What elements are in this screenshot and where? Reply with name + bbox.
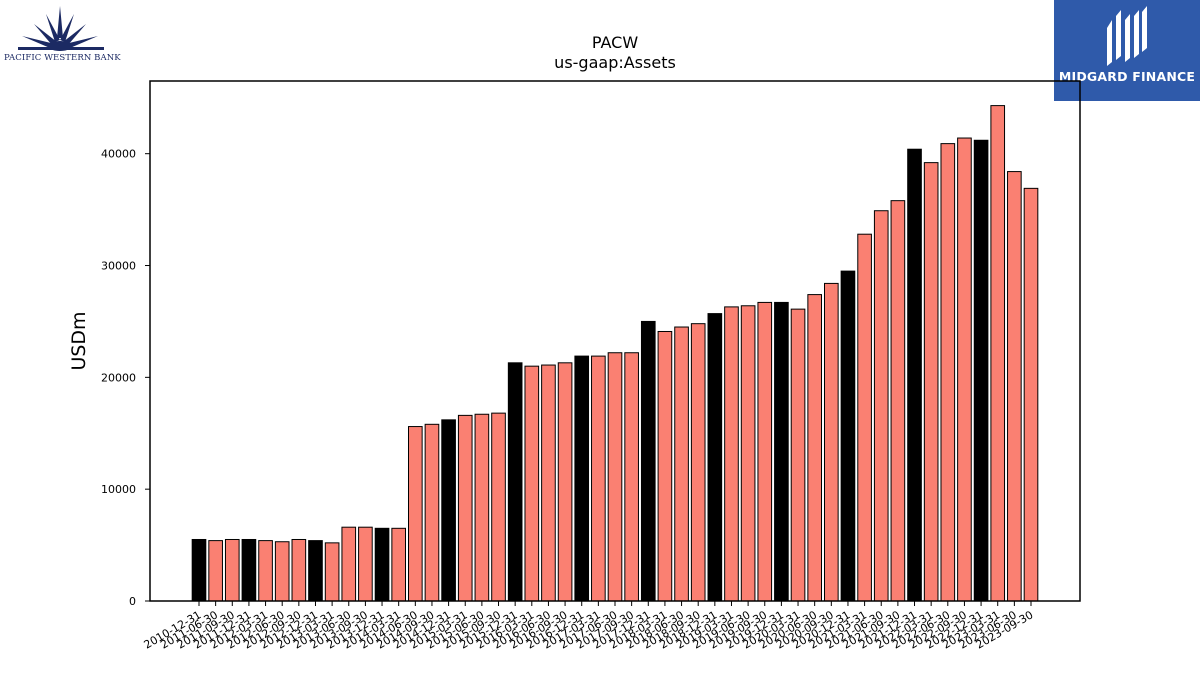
- starburst-icon: [18, 6, 104, 51]
- bar-2012-06-30: [274, 541, 290, 602]
- y-tick-label: 0: [129, 595, 136, 608]
- bar-2016-12-31: [574, 355, 590, 602]
- bar-2023-09-30: [1023, 187, 1039, 602]
- bar-2016-06-30: [541, 364, 556, 602]
- y-axis-label: USDm: [68, 311, 90, 371]
- bar-2014-12-31: [441, 419, 456, 602]
- bar-2022-12-31: [973, 139, 989, 602]
- bar-2021-12-31: [907, 148, 922, 602]
- bar-2014-03-31: [391, 527, 406, 602]
- bar-2022-06-30: [940, 143, 956, 602]
- bar-2021-06-30: [873, 210, 889, 602]
- bar-2013-12-31: [374, 527, 390, 602]
- bar-2021-09-30: [890, 200, 906, 602]
- bar-2015-09-30: [491, 412, 506, 602]
- bar-2015-12-31: [507, 362, 523, 602]
- bar-2011-12-31: [241, 538, 257, 602]
- bar-2018-06-30: [674, 326, 689, 602]
- bar-2017-06-30: [607, 352, 623, 602]
- bar-2013-03-31: [324, 542, 340, 602]
- chart-subtitle: us-gaap:Assets: [554, 53, 676, 72]
- pacific-western-bank-logo: PACIFIC WESTERN BANK: [0, 0, 125, 70]
- bar-2017-03-31: [591, 355, 606, 602]
- bar-2019-09-30: [757, 301, 773, 602]
- bar-2012-12-31: [308, 540, 323, 602]
- y-tick-label: 20000: [101, 371, 136, 384]
- bar-2020-06-30: [807, 294, 822, 602]
- y-tick-label: 40000: [101, 148, 136, 161]
- bar-2013-06-30: [341, 526, 357, 602]
- bar-2022-03-31: [923, 162, 939, 602]
- bar-2016-03-31: [524, 365, 540, 602]
- bar-2014-09-30: [424, 423, 440, 602]
- bar-2012-09-30: [291, 538, 307, 602]
- bar-2020-12-31: [840, 270, 856, 602]
- bar-2017-09-30: [624, 352, 639, 602]
- bar-2015-06-30: [474, 413, 490, 602]
- bank-name-text: PACIFIC WESTERN BANK: [4, 53, 121, 63]
- bar-2018-09-30: [690, 323, 706, 602]
- bar-2010-12-31: [191, 538, 207, 602]
- y-tick-label: 30000: [101, 260, 136, 273]
- bar-2019-03-31: [724, 306, 739, 602]
- bar-2017-12-31: [640, 320, 656, 602]
- bar-2019-12-31: [774, 301, 789, 602]
- midgard-mark-icon: [1107, 6, 1147, 66]
- midgard-brand-text: MIDGARD FINANCE: [1058, 69, 1196, 84]
- plot-frame: [149, 80, 1081, 602]
- midgard-finance-logo: MIDGARD FINANCE: [1054, 0, 1200, 101]
- bar-2018-03-31: [657, 330, 673, 602]
- bar-2015-03-31: [457, 414, 473, 602]
- bar-2014-06-30: [408, 426, 423, 602]
- bar-2020-09-30: [824, 282, 839, 602]
- bar-2023-06-30: [1007, 171, 1022, 602]
- bar-2016-09-30: [557, 362, 573, 602]
- bar-2011-06-30: [208, 540, 223, 602]
- bar-2019-06-30: [740, 305, 756, 602]
- bar-2018-12-31: [707, 313, 723, 602]
- y-tick-label: 10000: [101, 483, 136, 496]
- bar-2023-03-31: [990, 105, 1006, 602]
- bar-2022-09-30: [957, 137, 972, 602]
- bar-2013-09-30: [358, 526, 373, 602]
- bar-2011-09-30: [224, 538, 240, 602]
- chart-title: PACW: [591, 33, 639, 52]
- bar-2012-03-31: [258, 540, 273, 602]
- bar-2021-03-31: [857, 233, 872, 602]
- bar-2020-03-31: [790, 308, 806, 602]
